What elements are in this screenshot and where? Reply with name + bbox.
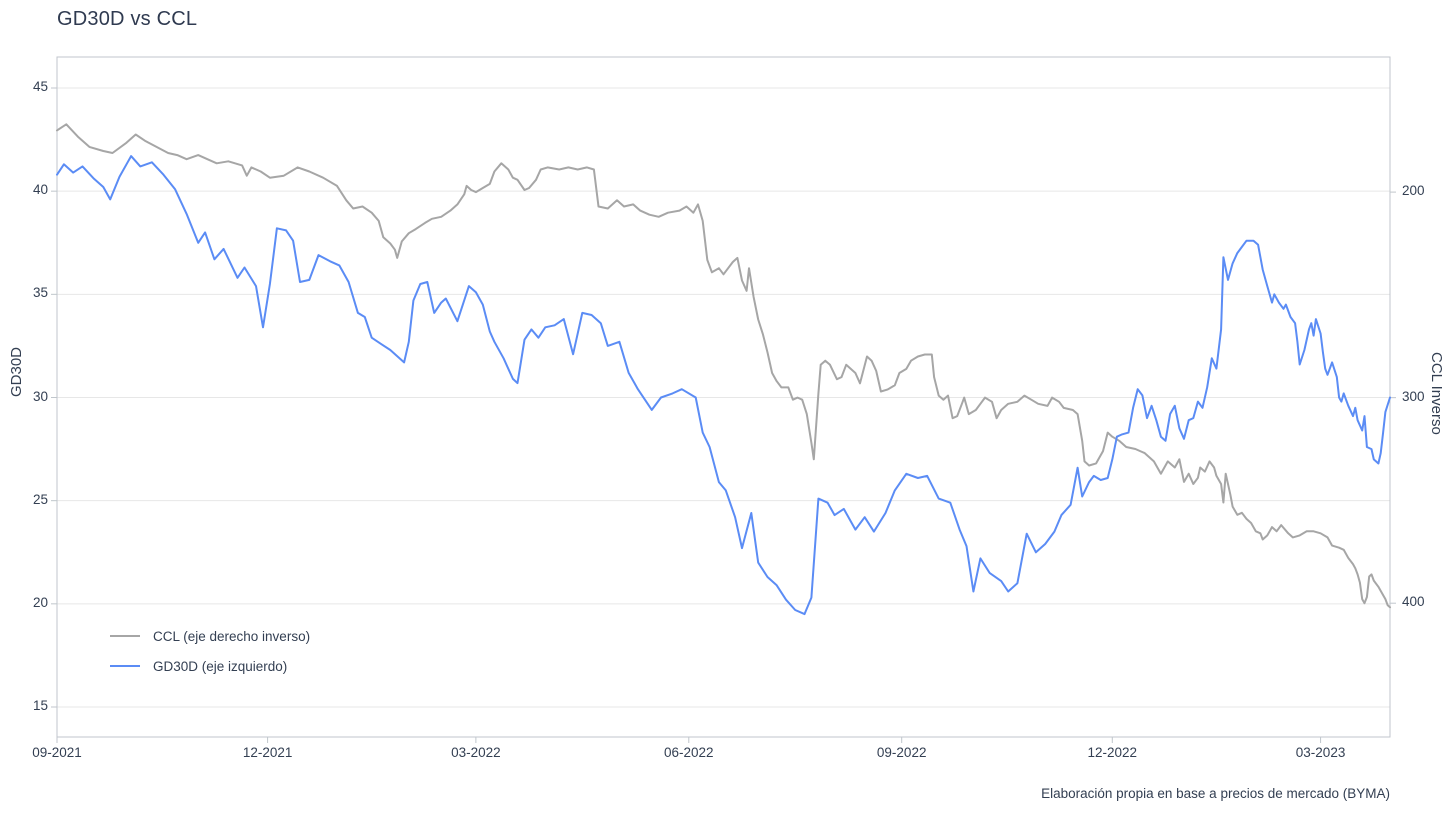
legend-item-gd30d: GD30D (eje izquierdo)	[110, 651, 310, 681]
legend-label-ccl: CCL (eje derecho inverso)	[153, 628, 311, 644]
x-axis-tick-label: 06-2022	[664, 745, 714, 760]
left-axis-title: GD30D	[8, 346, 25, 397]
right-axis-title: CCL Inverso	[1428, 352, 1445, 435]
ccl-line-swatch	[110, 635, 140, 637]
left-axis-tick-label: 30	[32, 388, 48, 404]
left-axis-tick-label: 40	[32, 182, 48, 198]
gd30d-line-swatch	[110, 665, 140, 667]
source-note: Elaboración propia en base a precios de …	[1041, 786, 1390, 801]
ccl-line-series	[56, 123, 1391, 609]
gd30d-line-series	[56, 155, 1391, 616]
x-axis-tick-label: 03-2023	[1295, 745, 1346, 760]
right-axis-tick-label: 400	[1402, 594, 1425, 610]
left-axis-tick-label: 25	[32, 491, 48, 507]
x-axis-tick-label: 12-2022	[1087, 745, 1138, 760]
legend-label-gd30d: GD30D (eje izquierdo)	[153, 658, 288, 674]
left-axis-tick-label: 45	[32, 79, 48, 94]
right-axis-tick-label: 200	[1402, 183, 1425, 199]
x-axis-tick-label: 09-2022	[876, 745, 927, 760]
right-axis-tick-label: 300	[1402, 388, 1425, 404]
left-axis-tick-label: 20	[32, 594, 48, 610]
left-axis-tick-label: 35	[32, 285, 48, 301]
x-axis-tick-label: 09-2021	[32, 745, 82, 760]
legend: CCL (eje derecho inverso) GD30D (eje izq…	[110, 621, 310, 681]
left-axis-tick-label: 15	[32, 698, 48, 713]
x-axis-tick-label: 12-2021	[242, 745, 293, 760]
chart-title: GD30D vs CCL	[57, 8, 198, 30]
x-axis-tick-label: 03-2022	[451, 745, 501, 760]
legend-item-ccl: CCL (eje derecho inverso)	[110, 621, 310, 651]
